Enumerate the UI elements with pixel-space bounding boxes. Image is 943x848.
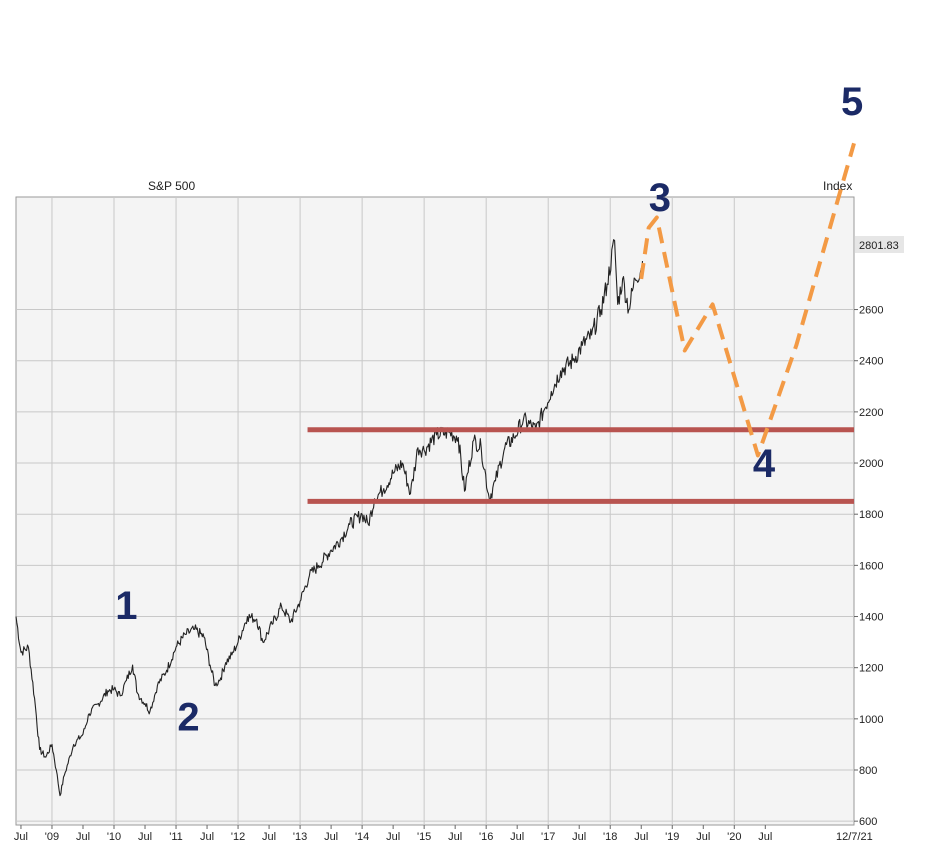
- last-value-box: 2801.83: [855, 236, 904, 253]
- plot-background: [15, 196, 855, 826]
- x-tick-label: '15: [417, 831, 431, 843]
- x-tick-label: Jul: [634, 831, 648, 843]
- wave-label-3: 3: [649, 176, 671, 220]
- x-tick-label: '20: [727, 831, 741, 843]
- wave-labels: 1 2 3 4 5: [115, 80, 863, 739]
- x-tick-label: Jul: [696, 831, 710, 843]
- y-tick-label: 2400: [859, 356, 883, 368]
- x-tick-label: '12: [231, 831, 245, 843]
- x-tick-label: '14: [355, 831, 369, 843]
- wave-label-5: 5: [841, 80, 863, 124]
- projected-wave-path: [639, 142, 856, 458]
- vertical-gridlines: [51, 197, 735, 825]
- x-tick-label: Jul: [758, 831, 772, 843]
- x-tick-label: Jul: [510, 831, 524, 843]
- y-axis-ticks: 600 800 1000 1200 1400 1600 1800 2000 2200 2400 26…: [854, 305, 883, 828]
- wave-label-1: 1: [115, 584, 137, 628]
- x-tick-label: '19: [665, 831, 679, 843]
- last-value-label: 2801.83: [859, 240, 899, 252]
- x-tick-label: Jul: [14, 831, 28, 843]
- x-tick-label: Jul: [448, 831, 462, 843]
- y-tick-label: 1400: [859, 612, 883, 624]
- sp500-price-line: [15, 239, 644, 797]
- x-tick-label: '09: [45, 831, 59, 843]
- y-tick-label: 800: [859, 765, 877, 777]
- x-tick-label: '16: [479, 831, 493, 843]
- x-tick-label: Jul: [262, 831, 276, 843]
- y-tick-label: 2600: [859, 305, 883, 317]
- x-axis-ticks: Jul '09 Jul '10 Jul '11 Jul '12 Jul '13 Jul '14 Jul '…: [14, 825, 772, 843]
- y-tick-label: 1800: [859, 509, 883, 521]
- x-tick-label: '18: [603, 831, 617, 843]
- x-tick-label: Jul: [76, 831, 90, 843]
- x-tick-label: '11: [169, 831, 183, 843]
- y-tick-label: 2000: [859, 458, 883, 470]
- y-axis-label: Index: [823, 179, 852, 193]
- last-value-box-bg: [855, 236, 904, 253]
- x-tick-label: Jul: [324, 831, 338, 843]
- x-tick-label: '13: [293, 831, 307, 843]
- end-date-label: 12/7/21: [836, 831, 873, 843]
- wave-label-4: 4: [753, 442, 776, 486]
- x-tick-label: Jul: [200, 831, 214, 843]
- y-tick-label: 1200: [859, 663, 883, 675]
- x-tick-label: Jul: [386, 831, 400, 843]
- wave-label-2: 2: [177, 695, 199, 739]
- x-tick-label: '10: [107, 831, 121, 843]
- x-tick-label: Jul: [572, 831, 586, 843]
- y-tick-label: 1000: [859, 714, 883, 726]
- x-tick-label: Jul: [138, 831, 152, 843]
- y-tick-label: 1600: [859, 560, 883, 572]
- x-tick-label: '17: [541, 831, 555, 843]
- y-tick-label: 600: [859, 816, 877, 828]
- y-tick-label: 2200: [859, 407, 883, 419]
- chart-title: S&P 500: [148, 179, 195, 193]
- horizontal-support-lines: [307, 427, 854, 504]
